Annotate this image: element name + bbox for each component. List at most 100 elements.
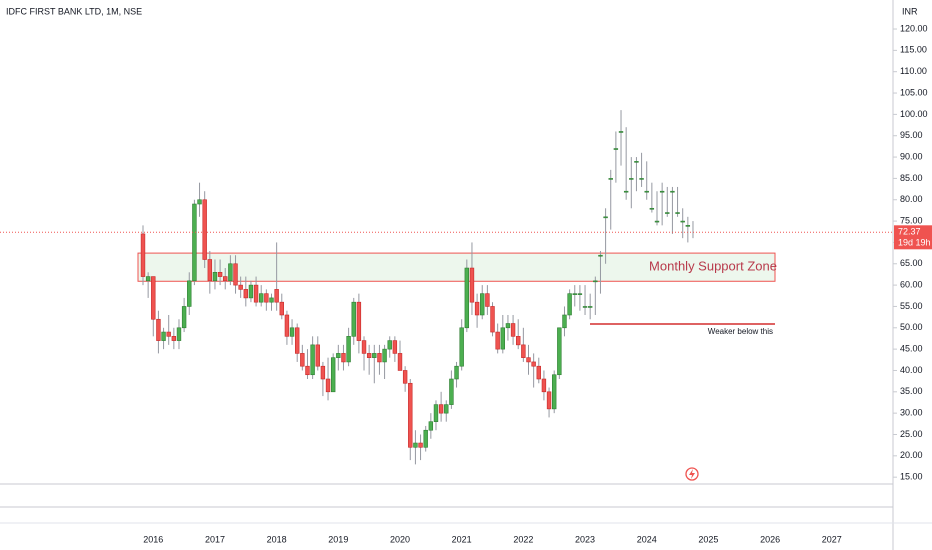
candle <box>294 323 300 362</box>
candle-body <box>587 306 593 308</box>
x-tick-label: 2020 <box>390 534 410 544</box>
candle-body <box>623 190 629 193</box>
y-tick-label: 115.00 <box>900 45 927 55</box>
candle <box>516 319 521 350</box>
candle <box>156 310 161 354</box>
candle <box>567 289 572 320</box>
candle <box>351 297 356 345</box>
candle-body <box>433 404 439 422</box>
candle-body <box>582 306 588 308</box>
candle <box>217 259 223 286</box>
y-tick-label: 45.00 <box>900 344 923 354</box>
candle-body <box>603 216 608 219</box>
candle-body <box>192 203 197 282</box>
y-tick-label: 15.00 <box>900 472 923 482</box>
candle <box>202 191 207 269</box>
candle <box>423 425 428 452</box>
candle <box>541 370 547 401</box>
y-tick-label: 120.00 <box>900 23 928 33</box>
support-zone <box>137 252 776 282</box>
level-label: Weaker below this <box>708 327 773 336</box>
candle <box>536 357 541 384</box>
candle-body <box>418 442 423 448</box>
candle <box>300 344 305 371</box>
candle <box>269 293 274 311</box>
candle <box>551 370 557 414</box>
candle-body <box>531 361 536 367</box>
candle <box>634 157 639 192</box>
candle-body <box>541 378 547 393</box>
candle-body <box>248 284 254 299</box>
x-tick-label: 2026 <box>760 534 780 544</box>
y-tick-label: 30.00 <box>900 408 923 418</box>
candle <box>392 336 398 362</box>
candle <box>289 319 295 345</box>
candle <box>166 314 171 345</box>
candle-body <box>480 293 485 316</box>
candle-body <box>444 404 449 414</box>
candle <box>223 268 228 290</box>
candle-body <box>140 233 146 277</box>
candle <box>187 272 192 315</box>
candle-body <box>187 280 192 307</box>
candle <box>207 250 213 294</box>
candle <box>593 276 598 315</box>
candle <box>264 289 269 311</box>
candle <box>259 285 264 307</box>
candle-body <box>675 212 680 214</box>
candle-body <box>402 370 408 384</box>
candle <box>140 225 146 286</box>
candle <box>413 430 418 465</box>
candle-body <box>382 348 387 363</box>
candle <box>310 336 315 380</box>
candle <box>151 276 156 337</box>
candle-body <box>505 323 511 329</box>
candle-body <box>551 374 557 410</box>
candle <box>510 314 516 345</box>
candle-body <box>181 306 187 329</box>
candle <box>433 400 439 431</box>
candle-body <box>562 314 567 329</box>
currency-label: INR <box>902 6 918 16</box>
candle-body <box>166 331 171 337</box>
candle <box>243 276 248 307</box>
candle-body <box>546 391 552 410</box>
candle <box>397 340 403 371</box>
candle <box>613 131 619 183</box>
candle-body <box>341 353 346 363</box>
candle-body <box>259 293 264 303</box>
candle <box>161 327 166 350</box>
y-tick-label: 110.00 <box>900 66 927 76</box>
candle-body <box>264 293 269 303</box>
candle <box>572 285 577 307</box>
candle-body <box>567 293 572 316</box>
x-tick-label: 2017 <box>205 534 225 544</box>
y-tick-label: 95.00 <box>900 130 923 140</box>
candle <box>171 327 177 350</box>
candle-body <box>176 327 182 341</box>
candle <box>284 310 290 345</box>
candle-body <box>438 404 444 414</box>
candle-body <box>572 293 577 295</box>
candle <box>197 182 202 217</box>
x-tick-label: 2018 <box>267 534 287 544</box>
candle <box>490 302 495 337</box>
candle <box>577 285 583 311</box>
candle <box>562 306 567 337</box>
candle-body <box>428 421 434 431</box>
y-tick-label: 65.00 <box>900 258 923 268</box>
candle-body <box>516 336 521 346</box>
candle <box>454 361 459 388</box>
y-tick-label: 60.00 <box>900 279 923 289</box>
candle-body <box>238 284 243 290</box>
candle <box>377 344 382 375</box>
candle-body <box>330 357 336 393</box>
candle <box>444 400 449 422</box>
candle-body <box>145 276 151 282</box>
candle <box>675 186 680 217</box>
candle <box>546 387 552 418</box>
candle-body <box>243 289 248 299</box>
candle-body <box>459 327 464 367</box>
candle-body <box>654 220 660 223</box>
candle-body <box>346 336 351 363</box>
